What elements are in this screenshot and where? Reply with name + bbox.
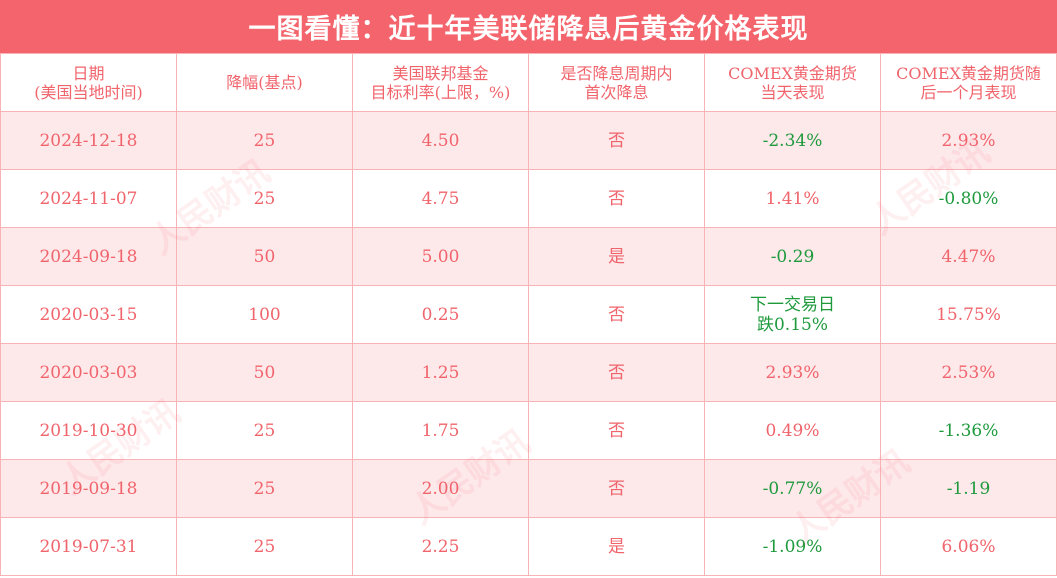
cell-rate: 5.00 — [352, 227, 529, 286]
column-header-text: 目标利率(上限，%) — [370, 82, 511, 102]
cell-rate: 1.75 — [352, 401, 529, 460]
cell-rate: 2.00 — [352, 459, 529, 518]
page-title: 一图看懂：近十年美联储降息后黄金价格表现 — [0, 0, 1057, 53]
cell-rate: 1.25 — [352, 343, 529, 402]
cell-date: 2019-10-30 — [0, 401, 177, 460]
cell-day: -2.34% — [704, 111, 881, 170]
table-row: 2024-12-18 25 4.50 否 -2.34% 2.93% — [0, 111, 1057, 170]
cell-cut: 25 — [176, 401, 353, 460]
cell-day: -1.09% — [704, 517, 881, 576]
cell-first: 否 — [528, 343, 705, 402]
cell-date: 2024-09-18 — [0, 227, 177, 286]
cell-date: 2024-11-07 — [0, 169, 177, 228]
column-header-rate: 美国联邦基金 目标利率(上限，%) — [352, 53, 529, 112]
table-row: 2020-03-03 50 1.25 否 2.93% 2.53% — [0, 343, 1057, 402]
cell-day: 2.93% — [704, 343, 881, 402]
cell-line: 跌0.15% — [756, 314, 828, 335]
cell-cut: 25 — [176, 111, 353, 170]
cell-rate: 4.75 — [352, 169, 529, 228]
cell-cut: 25 — [176, 517, 353, 576]
cell-day: -0.29 — [704, 227, 881, 286]
rate-cut-gold-table: 日期 (美国当地时间) 降幅(基点) 美国联邦基金 目标利率(上限，%) 是否降息周期内首… — [0, 53, 1057, 576]
table-row: 2019-09-18 25 2.00 否 -0.77% -1.19 — [0, 459, 1057, 518]
column-header-text: 后一个月表现 — [920, 82, 1017, 102]
cell-month: -1.36% — [880, 401, 1057, 460]
table-row: 2020-03-15 100 0.25 否下一交易日 跌0.15% 15.75% — [0, 285, 1057, 344]
cell-month: 15.75% — [880, 285, 1057, 344]
column-header-text: 当天表现 — [760, 82, 825, 102]
column-header-text: 美国联邦基金 — [392, 63, 489, 83]
cell-month: 2.93% — [880, 111, 1057, 170]
column-header-month: COMEX黄金期货随 后一个月表现 — [880, 53, 1057, 112]
column-header-text: (美国当地时间) — [34, 82, 143, 102]
cell-rate: 0.25 — [352, 285, 529, 344]
cell-date: 2019-07-31 — [0, 517, 177, 576]
cell-first: 否 — [528, 459, 705, 518]
cell-first: 否 — [528, 285, 705, 344]
cell-first: 否 — [528, 111, 705, 170]
column-header-first: 是否降息周期内 首次降息 — [528, 53, 705, 112]
table-row: 2024-11-07 25 4.75 否 1.41% -0.80% — [0, 169, 1057, 228]
cell-month: 2.53% — [880, 343, 1057, 402]
column-header-date: 日期 (美国当地时间) — [0, 53, 177, 112]
column-header-text: 降幅(基点) — [226, 73, 303, 92]
column-header-cut: 降幅(基点) — [176, 53, 353, 112]
cell-first: 是 — [528, 517, 705, 576]
column-header-text: 首次降息 — [584, 82, 649, 102]
cell-day: 0.49% — [704, 401, 881, 460]
cell-first: 否 — [528, 401, 705, 460]
column-header-text: 日期 — [72, 63, 105, 83]
column-header-text: COMEX黄金期货 — [728, 63, 857, 83]
table-row: 2024-09-18 50 5.00 是 -0.29 4.47% — [0, 227, 1057, 286]
cell-cut: 25 — [176, 459, 353, 518]
cell-day: 1.41% — [704, 169, 881, 228]
cell-first: 是 — [528, 227, 705, 286]
cell-first: 否 — [528, 169, 705, 228]
cell-date: 2019-09-18 — [0, 459, 177, 518]
cell-cut: 25 — [176, 169, 353, 228]
cell-rate: 4.50 — [352, 111, 529, 170]
column-header-text: 是否降息周期内 — [560, 63, 673, 83]
cell-month: 6.06% — [880, 517, 1057, 576]
cell-cut: 100 — [176, 285, 353, 344]
cell-date: 2020-03-15 — [0, 285, 177, 344]
cell-rate: 2.25 — [352, 517, 529, 576]
cell-day: -0.77% — [704, 459, 881, 518]
cell-month: 4.47% — [880, 227, 1057, 286]
cell-day: 下一交易日 跌0.15% — [704, 285, 881, 344]
cell-line: 下一交易日 — [750, 294, 835, 315]
cell-cut: 50 — [176, 227, 353, 286]
column-header-day: COMEX黄金期货 当天表现 — [704, 53, 881, 112]
table-row: 2019-10-30 25 1.75 否 0.49% -1.36% — [0, 401, 1057, 460]
table-row: 2019-07-31 25 2.25 是 -1.09% 6.06% — [0, 517, 1057, 576]
cell-date: 2024-12-18 — [0, 111, 177, 170]
table-header-row: 日期 (美国当地时间) 降幅(基点) 美国联邦基金 目标利率(上限，%) 是否降息周期内首… — [0, 53, 1057, 112]
cell-month: -0.80% — [880, 169, 1057, 228]
cell-date: 2020-03-03 — [0, 343, 177, 402]
cell-month: -1.19 — [880, 459, 1057, 518]
cell-cut: 50 — [176, 343, 353, 402]
column-header-text: COMEX黄金期货随 — [896, 63, 1041, 83]
